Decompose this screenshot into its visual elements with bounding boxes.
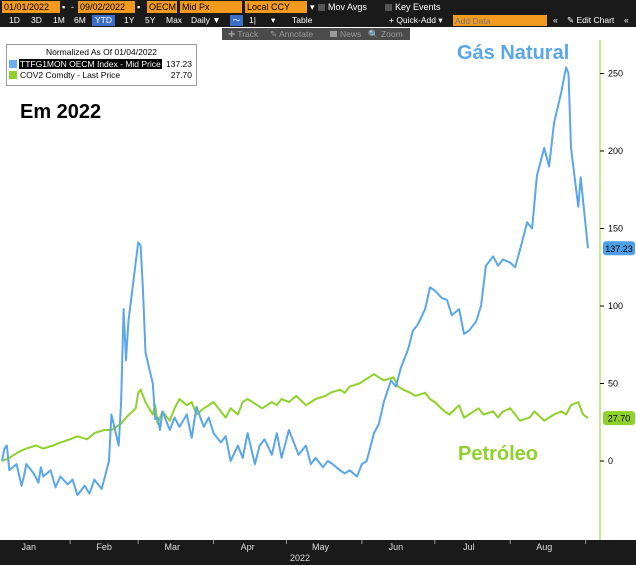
y-tick-label: 50: [608, 379, 618, 389]
legend-row-oil[interactable]: COV2 Comdty - Last Price 27.70: [9, 70, 194, 80]
year-annotation: Em 2022: [20, 101, 102, 123]
series-group: [1, 66, 589, 497]
key-events-toggle[interactable]: Key Events: [383, 1, 458, 13]
date-separator: -: [71, 2, 74, 12]
start-date-field[interactable]: 01/01/2022: [2, 1, 60, 13]
y-tick-label: 150: [608, 224, 623, 234]
series-line-gas: [1, 66, 589, 497]
last-value-label-gas: 137.23: [605, 244, 633, 254]
add-data-input[interactable]: [453, 15, 547, 26]
toolbar-top: 01/01/2022 ▪ - 09/02/2022 ▪ OECM Mid Px …: [0, 0, 636, 14]
legend-name-oil: COV2 Comdty - Last Price: [20, 70, 121, 80]
period-max[interactable]: Max: [166, 15, 183, 25]
legend-name-gas: TTFG1MON OECM Index - Mid Price: [19, 59, 162, 69]
legend-swatch-gas: [9, 60, 17, 68]
track-tool[interactable]: ✚ Track: [228, 29, 259, 39]
last-value-label-oil: 27.70: [608, 414, 631, 424]
x-ticks: Jan Feb Mar Apr May Jun Jul Aug 2022: [21, 540, 587, 563]
mov-avgs-toggle[interactable]: Mov Avgs: [316, 1, 386, 13]
end-date-calendar-icon[interactable]: ▪: [137, 2, 141, 12]
chart-type-dropdown-icon[interactable]: ▾: [271, 15, 276, 25]
period-1d[interactable]: 1D: [9, 15, 20, 25]
legend-title: Normalized As Of 01/04/2022: [45, 47, 158, 57]
news-icon: [330, 31, 337, 37]
x-tick-label: Jun: [389, 542, 404, 552]
period-6m[interactable]: 6M: [74, 15, 86, 25]
legend-row-gas[interactable]: TTFG1MON OECM Index - Mid Price 137.23: [9, 59, 194, 69]
start-date-calendar-icon[interactable]: ▪: [62, 2, 66, 12]
plot-area[interactable]: [0, 40, 600, 540]
last-value-box-gas: [603, 241, 635, 256]
chart-type-select[interactable]: 1|: [249, 15, 256, 25]
checkbox-icon: [385, 4, 392, 11]
checkbox-icon: [318, 4, 325, 11]
period-ytd[interactable]: YTD: [92, 15, 115, 26]
table-button[interactable]: Table: [292, 15, 313, 25]
chart-tools-bar: ✚ Track ✎ Annotate News 🔍 Zoom: [222, 28, 410, 40]
legend[interactable]: Normalized As Of 01/04/2022 TTFG1MON OEC…: [6, 44, 197, 86]
period-5y[interactable]: 5Y: [145, 15, 156, 25]
quick-add-button[interactable]: + Quick-Add ▾: [389, 15, 443, 25]
y-tick-label: 100: [608, 301, 623, 311]
x-tick-label: Aug: [536, 542, 552, 552]
x-tick-label: Mar: [164, 542, 180, 552]
currency-select[interactable]: Local CCY: [245, 1, 307, 13]
x-tick-label: Apr: [241, 542, 255, 552]
price-field-select[interactable]: Mid Px: [180, 1, 242, 13]
y-tick-label: 0: [608, 456, 613, 466]
x-tick-label: May: [312, 542, 330, 552]
frequency-select[interactable]: Daily ▼: [191, 15, 221, 25]
gas-annotation: Gás Natural: [457, 42, 570, 64]
x-tick-label: Jul: [463, 542, 475, 552]
collapse-left-button[interactable]: «: [553, 15, 558, 25]
collapse-right-button[interactable]: «: [624, 15, 629, 25]
x-year-label: 2022: [290, 553, 310, 563]
y-tick-label: 250: [608, 69, 623, 79]
line-chart-icon[interactable]: 〜: [230, 15, 243, 26]
y-axis-panel: [600, 40, 636, 540]
period-3d[interactable]: 3D: [31, 15, 42, 25]
mov-avgs-label: Mov Avgs: [328, 2, 367, 12]
oil-annotation: Petróleo: [458, 443, 539, 465]
news-tool[interactable]: News: [330, 28, 361, 40]
y-tick-label: 200: [608, 146, 623, 156]
x-axis-panel: [0, 540, 636, 565]
toolbar-periods: 1D 3D 1M 6M YTD 1Y 5Y Max Daily ▼ 〜 1| ▾…: [0, 14, 636, 27]
edit-chart-button[interactable]: ✎ Edit Chart: [567, 15, 615, 25]
period-1y[interactable]: 1Y: [124, 15, 135, 25]
last-value-box-oil: [603, 411, 635, 426]
annotate-tool[interactable]: ✎ Annotate: [270, 29, 314, 39]
currency-dropdown-icon[interactable]: ▾: [310, 2, 315, 12]
last-value-labels: 137.23 27.70: [603, 241, 635, 426]
x-tick-label: Jan: [21, 542, 36, 552]
key-events-label: Key Events: [395, 2, 441, 12]
legend-value-oil: 27.70: [170, 70, 192, 80]
source-field[interactable]: OECM: [147, 1, 177, 13]
y-ticks: 0 50 100 150 200 250: [600, 69, 623, 466]
legend-swatch-oil: [9, 71, 17, 79]
period-1m[interactable]: 1M: [53, 15, 65, 25]
legend-value-gas: 137.23: [166, 59, 192, 69]
zoom-tool[interactable]: 🔍 Zoom: [368, 29, 403, 39]
x-tick-label: Feb: [96, 542, 112, 552]
series-line-oil: [1, 373, 589, 462]
end-date-field[interactable]: 09/02/2022: [78, 1, 135, 13]
